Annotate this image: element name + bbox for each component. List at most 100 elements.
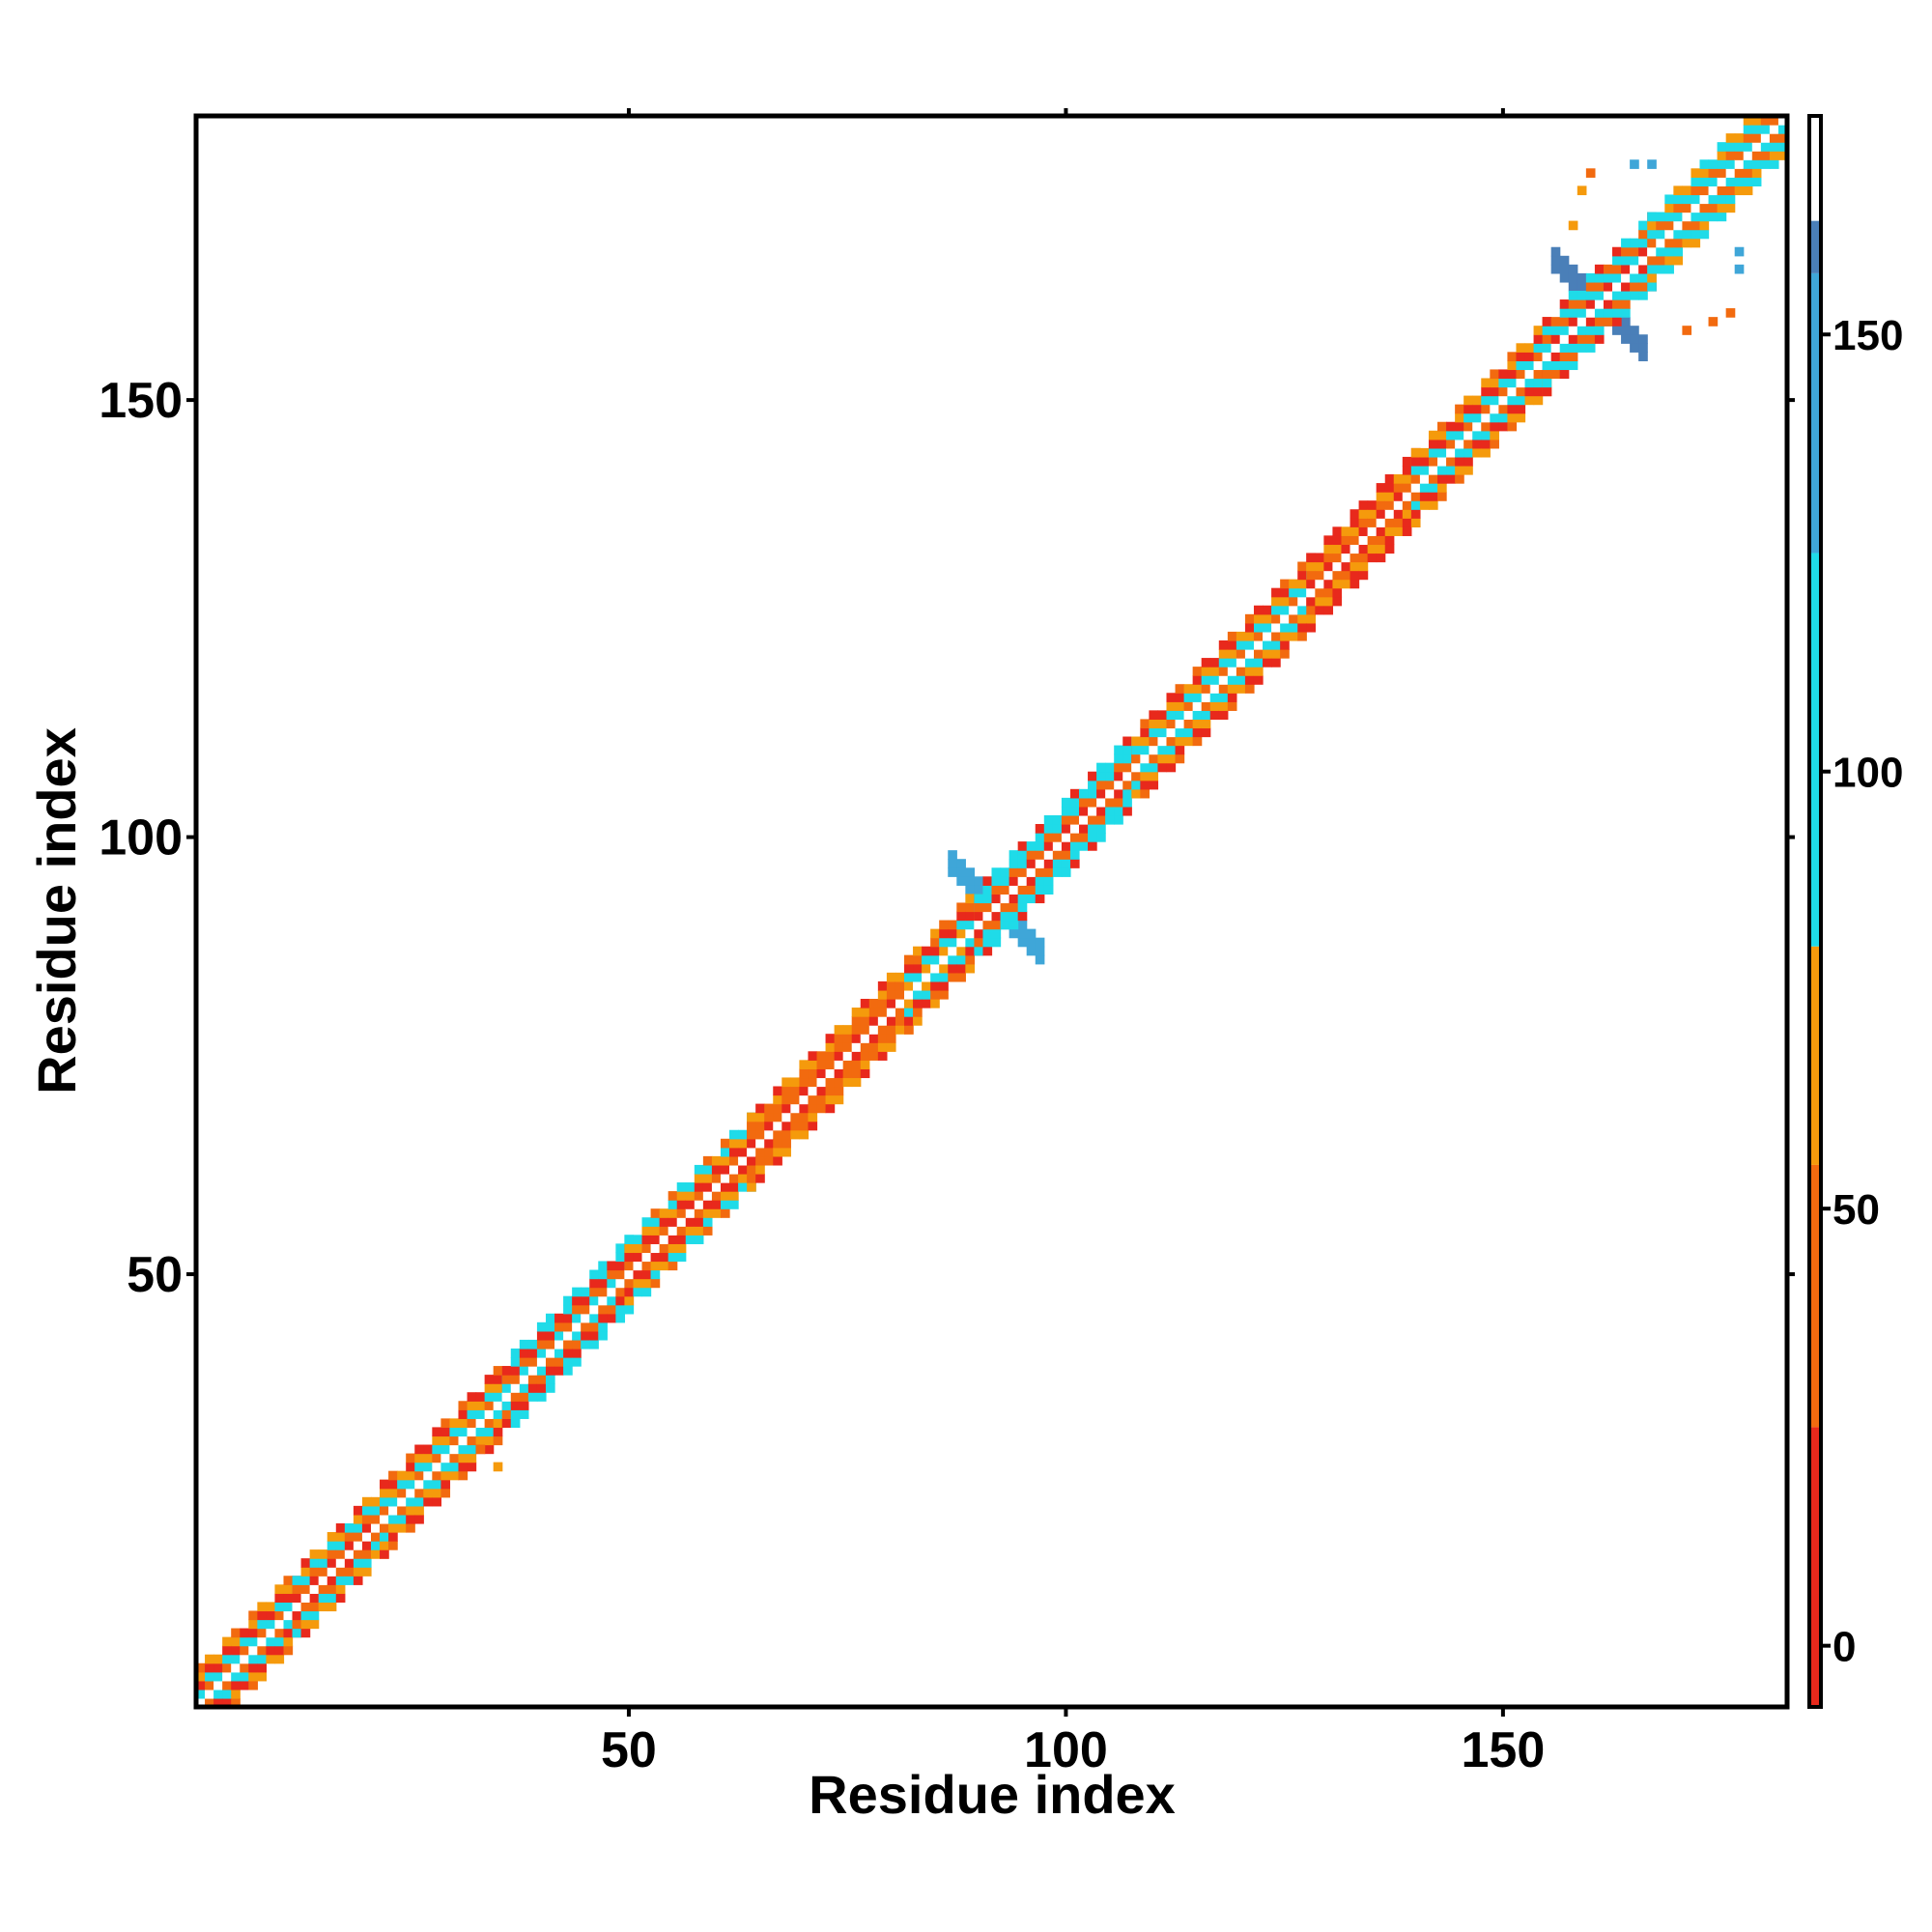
diagonal-cell <box>1183 684 1194 694</box>
diagonal-cell <box>948 972 957 982</box>
diagonal-cell <box>1166 762 1177 773</box>
diagonal-cell <box>1446 421 1456 432</box>
diagonal-cell <box>1263 605 1272 615</box>
diagonal-cell <box>615 1261 626 1271</box>
diagonal-cell <box>1437 447 1447 458</box>
diagonal-cell <box>292 1584 302 1594</box>
diagonal-cell <box>1061 833 1071 842</box>
cross-cell <box>948 850 957 860</box>
diagonal-cell <box>545 1339 555 1350</box>
diagonal-cell <box>1157 736 1168 747</box>
diagonal-cell <box>1410 447 1421 458</box>
diagonal-cell <box>1455 412 1464 423</box>
diagonal-cell <box>799 1094 810 1105</box>
diagonal-cell <box>335 1584 346 1594</box>
diagonal-cell <box>1472 412 1482 423</box>
diagonal-cell <box>711 1155 722 1166</box>
heatmap-cells <box>196 116 1788 1708</box>
diagonal-cell <box>554 1348 564 1358</box>
diagonal-cell <box>318 1593 328 1604</box>
diagonal-cell <box>370 1496 381 1507</box>
y-tick-label: 50 <box>127 1247 183 1303</box>
diagonal-cell <box>572 1287 582 1297</box>
diagonal-cell <box>1175 753 1185 764</box>
diagonal-cell <box>668 1252 678 1263</box>
diagonal-cell <box>283 1619 294 1630</box>
diagonal-cell <box>248 1610 258 1621</box>
diagonal-cell <box>641 1278 652 1289</box>
diagonal-cell <box>1410 456 1421 467</box>
diagonal-cell <box>406 1514 415 1524</box>
diagonal-cell <box>1769 142 1779 152</box>
diagonal-cell <box>300 1619 311 1630</box>
diagonal-cell <box>1332 553 1343 563</box>
diagonal-cell <box>1507 369 1518 380</box>
diagonal-cell <box>1332 579 1343 589</box>
diagonal-cell <box>1690 203 1701 213</box>
diagonal-cell <box>406 1453 415 1463</box>
diagonal-cell <box>1192 710 1203 721</box>
cross-cell <box>956 859 966 868</box>
diagonal-cell <box>1078 841 1089 851</box>
diagonal-cell <box>1708 203 1719 213</box>
diagonal-cell <box>1069 850 1080 860</box>
diagonal-cell <box>729 1200 739 1209</box>
diagonal-cell <box>650 1217 661 1227</box>
diagonal-cell <box>939 928 949 939</box>
diagonal-cell <box>213 1697 223 1708</box>
diagonal-cell <box>1367 553 1378 563</box>
diagonal-cell <box>1271 622 1281 633</box>
diagonal-cell <box>773 1147 782 1157</box>
diagonal-cell <box>1096 780 1106 790</box>
diagonal-cell <box>1437 421 1447 432</box>
diagonal-cell <box>825 1094 836 1105</box>
diagonal-cell <box>1043 824 1054 834</box>
diagonal-cell <box>729 1129 739 1140</box>
diagonal-cell <box>572 1313 582 1323</box>
diagonal-cell <box>641 1235 652 1244</box>
diagonal-cell <box>248 1645 258 1656</box>
diagonal-cell <box>676 1191 687 1201</box>
diagonal-cell <box>1088 833 1097 842</box>
diagonal-cell <box>300 1567 311 1577</box>
diagonal-cell <box>1192 667 1203 676</box>
diagonal-cell <box>581 1321 590 1332</box>
diagonal-cell <box>1507 360 1518 371</box>
diagonal-cell <box>519 1357 529 1367</box>
diagonal-cell <box>930 928 940 939</box>
diagonal-cell <box>624 1235 635 1244</box>
diagonal-cell <box>1384 500 1395 510</box>
diagonal-cell <box>991 885 1002 895</box>
diagonal-cell <box>930 946 940 956</box>
diagonal-cell <box>414 1488 424 1498</box>
diagonal-cell <box>1306 613 1316 624</box>
diagonal-cell <box>1585 308 1596 318</box>
diagonal-cell <box>1585 317 1596 327</box>
diagonal-cell <box>1516 343 1526 353</box>
diagonal-cell <box>1437 474 1447 484</box>
diagonal-cell <box>1490 395 1499 406</box>
diagonal-cell <box>388 1479 398 1490</box>
diagonal-cell <box>1743 116 1753 126</box>
diagonal-cell <box>1463 404 1473 414</box>
diagonal-cell <box>694 1191 704 1201</box>
diagonal-cell <box>694 1217 704 1227</box>
diagonal-cell <box>641 1287 652 1297</box>
diagonal-cell <box>213 1680 223 1690</box>
diagonal-cell <box>1105 806 1115 816</box>
diagonal-cell <box>222 1680 232 1690</box>
diagonal-cell <box>659 1235 669 1244</box>
diagonal-cell <box>213 1671 223 1682</box>
diagonal-cell <box>231 1662 241 1673</box>
diagonal-cell <box>1559 334 1570 344</box>
diagonal-cell <box>1271 613 1281 624</box>
diagonal-cell <box>720 1182 730 1192</box>
diagonal-cell <box>974 894 984 904</box>
diagonal-cell <box>432 1453 441 1463</box>
diagonal-cell <box>1043 859 1054 868</box>
diagonal-cell <box>1149 736 1159 747</box>
diagonal-cell <box>1289 605 1298 615</box>
diagonal-cell <box>510 1392 521 1402</box>
diagonal-cell <box>1533 343 1544 353</box>
diagonal-cell <box>300 1602 311 1612</box>
